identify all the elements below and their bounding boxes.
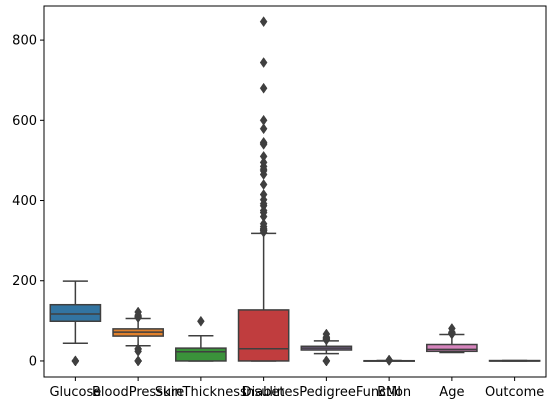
plot-frame [44,6,546,377]
y-tick-label: 600 [12,114,37,129]
outlier-point [260,151,267,161]
outlier-point [323,356,330,366]
box-body-glucose [50,305,100,322]
outlier-point [260,179,267,189]
outlier-point [72,356,79,366]
box-body-insulin [239,310,289,361]
box-body-skinthickness [176,348,226,361]
outlier-point [260,115,267,125]
x-tick-label: Age [439,385,464,400]
outlier-point [197,316,204,326]
y-tick-label: 800 [12,34,37,49]
x-tick-label: SkinThickness [155,385,247,400]
outlier-point [260,83,267,93]
outlier-point [386,355,393,365]
x-tick-label: BMI [377,385,401,400]
x-tick-label: Outcome [485,385,544,400]
outlier-point [260,17,267,27]
outlier-point [260,58,267,68]
outlier-point [135,356,142,366]
y-tick-label: 200 [12,274,37,289]
y-tick-label: 400 [12,194,37,209]
box-body-age [427,345,477,352]
y-tick-label: 0 [29,354,37,369]
